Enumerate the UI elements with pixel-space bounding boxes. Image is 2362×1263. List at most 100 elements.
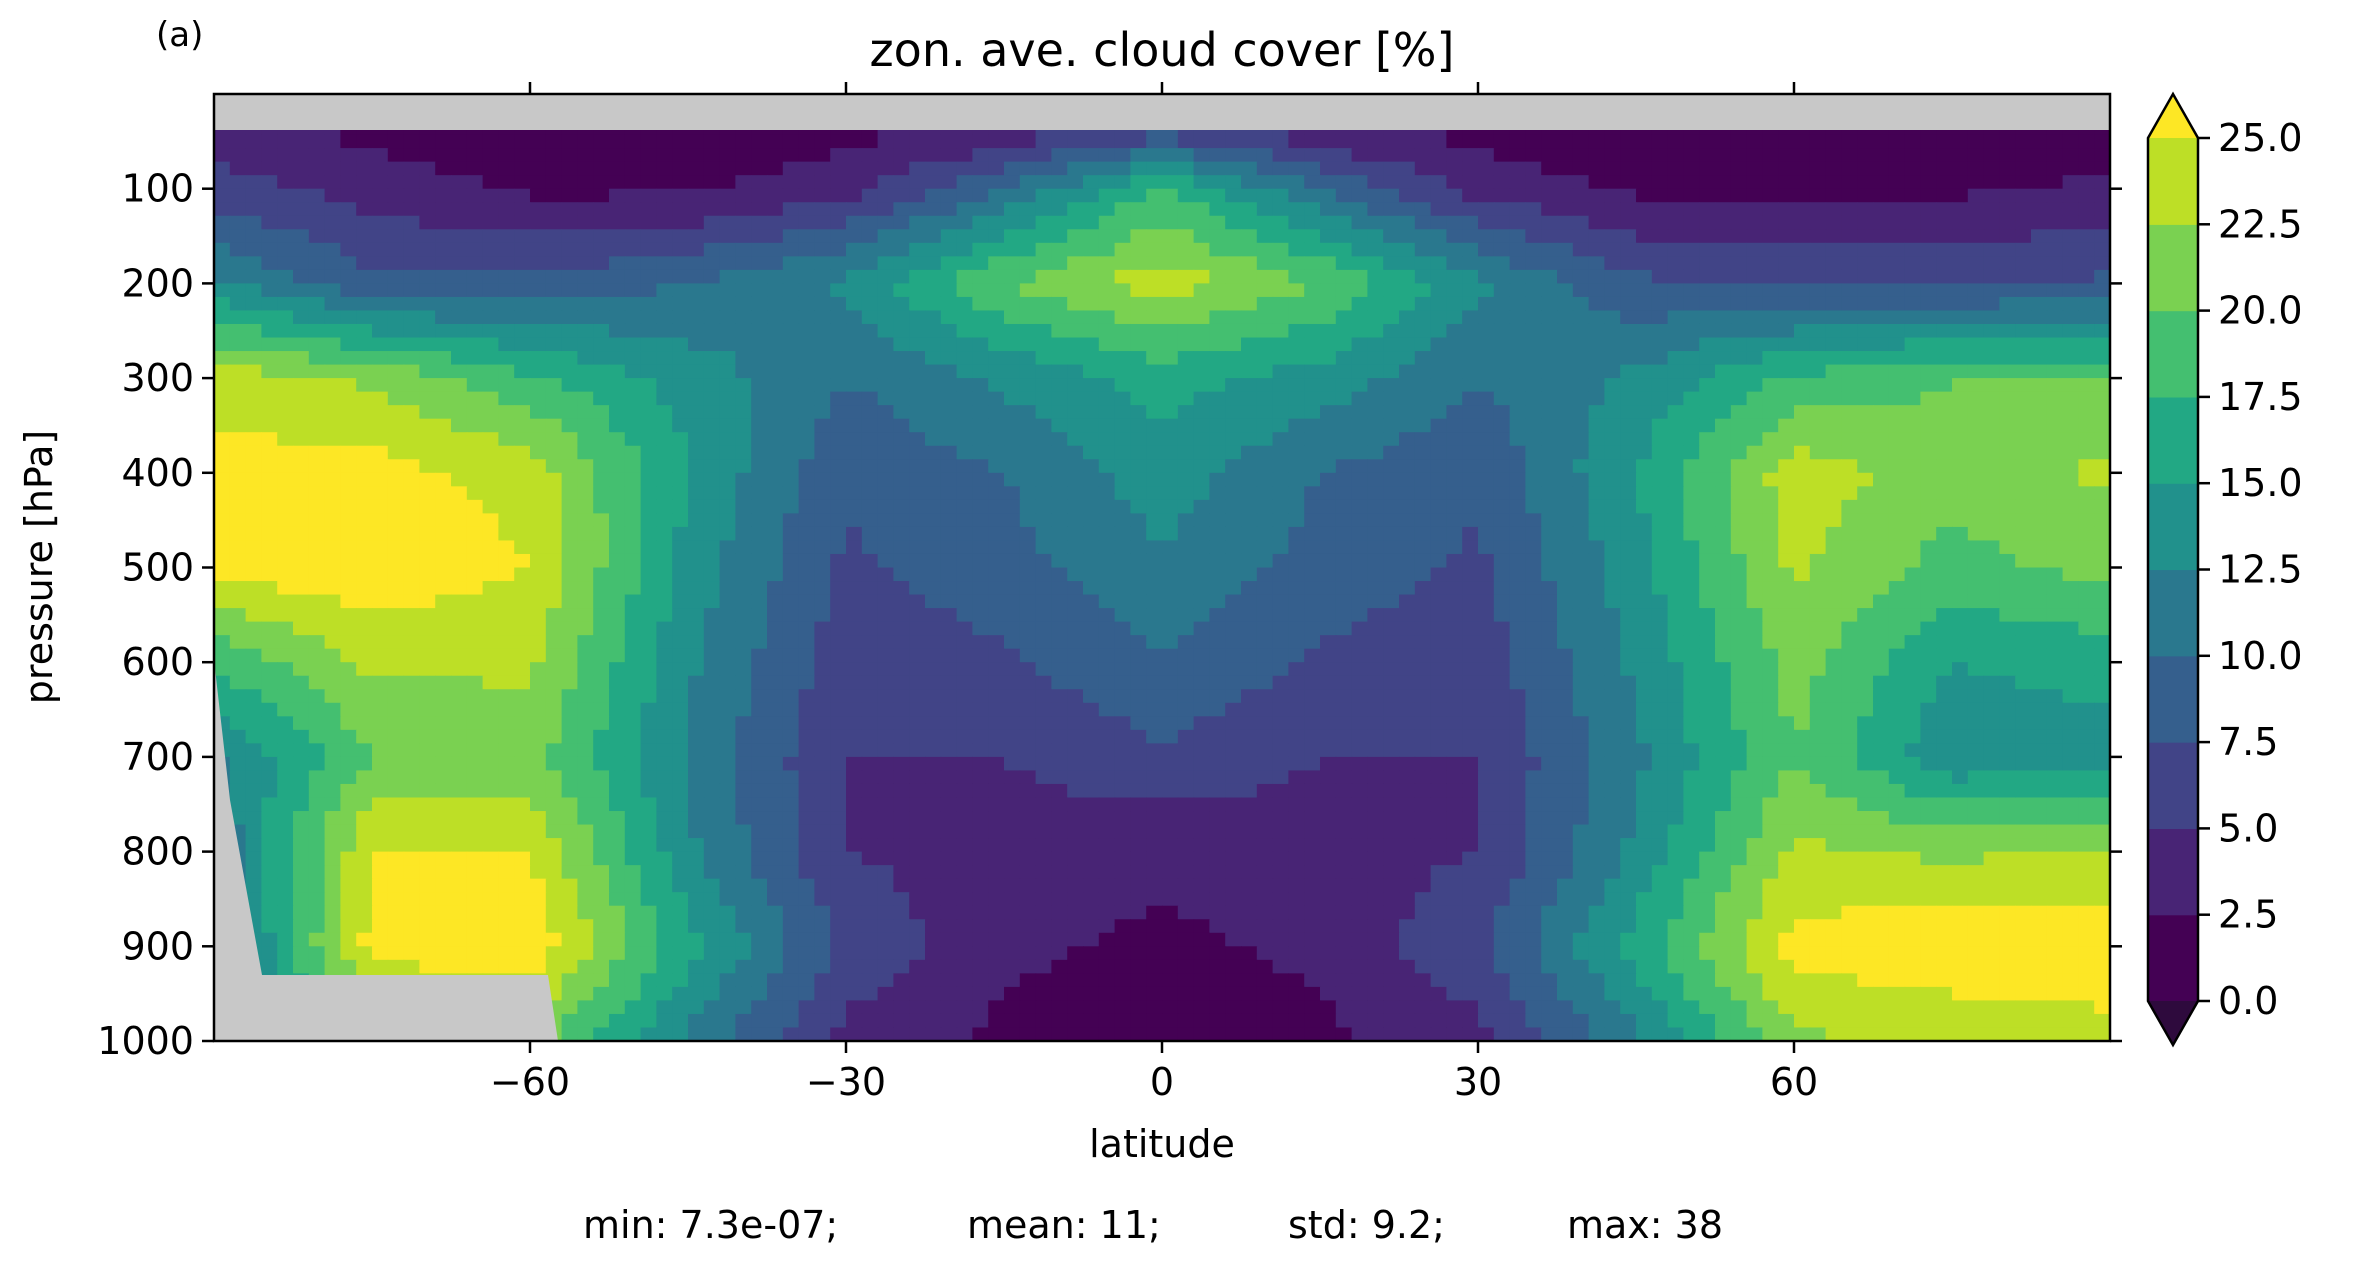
heatmap-cell (925, 432, 942, 447)
heatmap-cell (1699, 553, 1716, 569)
heatmap-cell (1904, 161, 1921, 176)
heatmap-cell (1746, 472, 1763, 487)
heatmap-cell (1288, 242, 1305, 257)
heatmap-cell (1809, 351, 1827, 366)
heatmap-cell (1794, 391, 1811, 406)
heatmap-cell (1730, 310, 1748, 325)
heatmap-cell (1794, 364, 1811, 379)
heatmap-cell (656, 161, 673, 176)
heatmap-cell (466, 486, 484, 501)
heatmap-cell (1162, 486, 1179, 501)
heatmap-cell (340, 351, 357, 366)
heatmap-cell (1841, 445, 1858, 460)
heatmap-cell (1162, 202, 1179, 217)
heatmap-cell (1952, 188, 1969, 203)
heatmap-cell (561, 364, 578, 379)
heatmap-cell (514, 635, 531, 650)
heatmap-cell (419, 405, 436, 420)
heatmap-cell (972, 635, 989, 650)
heatmap-cell (1335, 175, 1353, 190)
heatmap-cell (1825, 499, 1842, 514)
heatmap-cell (1588, 242, 1605, 257)
heatmap-cell (261, 432, 278, 447)
heatmap-cell (245, 378, 262, 393)
heatmap-cell (1778, 175, 1795, 190)
heatmap-cell (514, 283, 531, 298)
heatmap-cell (1351, 215, 1368, 230)
heatmap-cell (1019, 608, 1037, 623)
heatmap-cell (1857, 175, 1874, 190)
heatmap-cell (1493, 526, 1511, 542)
heatmap-cell (1146, 283, 1163, 298)
heatmap-cell (466, 134, 484, 149)
heatmap-cell (988, 175, 1005, 190)
heatmap-cell (214, 540, 231, 555)
heatmap-cell (719, 351, 736, 366)
heatmap-cell (1304, 553, 1321, 569)
heatmap-cell (672, 364, 689, 379)
heatmap-cell (372, 472, 389, 487)
heatmap-cell (387, 499, 405, 514)
heatmap-cell (767, 445, 784, 460)
heatmap-cell (1335, 581, 1353, 596)
heatmap-cell (1825, 472, 1842, 487)
heatmap-cell (1478, 175, 1495, 190)
heatmap-cell (703, 175, 721, 190)
heatmap-cell (1225, 432, 1242, 447)
heatmap-cell (593, 269, 610, 284)
heatmap-cell (340, 337, 357, 352)
heatmap-cell (877, 526, 894, 542)
heatmap-cell (909, 526, 926, 542)
heatmap-cell (1004, 567, 1021, 582)
heatmap-cell (1825, 581, 1842, 596)
heatmap-cell (1462, 202, 1479, 217)
heatmap-cell (1335, 432, 1353, 447)
heatmap-cell (846, 513, 863, 528)
heatmap-cell (1715, 378, 1732, 393)
heatmap-cell (1335, 161, 1353, 176)
heatmap-cell (1130, 134, 1147, 149)
heatmap-cell (1162, 635, 1179, 650)
heatmap-cell (403, 621, 420, 636)
heatmap-cell (1620, 608, 1637, 623)
heatmap-cell (403, 188, 420, 203)
heatmap-cell (814, 310, 831, 325)
heatmap-cell (814, 337, 831, 352)
heatmap-cell (609, 553, 626, 569)
heatmap-cell (1825, 323, 1842, 339)
heatmap-cell (877, 337, 894, 352)
heatmap-cell (324, 432, 341, 447)
heatmap-cell (229, 594, 247, 609)
heatmap-cell (1541, 175, 1558, 190)
heatmap-cell (1367, 405, 1384, 420)
heatmap-cell (1304, 364, 1321, 379)
heatmap-cell (1335, 296, 1353, 312)
heatmap-cell (1762, 337, 1779, 352)
heatmap-cell (277, 581, 294, 596)
heatmap-cell (656, 215, 673, 230)
heatmap-cell (1083, 472, 1100, 487)
heatmap-cell (1320, 161, 1337, 176)
heatmap-cell (1288, 540, 1305, 555)
heatmap-cell (1004, 418, 1021, 433)
heatmap-cell (372, 188, 389, 203)
heatmap-cell (1762, 486, 1779, 501)
heatmap-cell (925, 242, 942, 257)
heatmap-cell (909, 323, 926, 339)
heatmap-cell (451, 472, 468, 487)
heatmap-cell (640, 296, 657, 312)
heatmap-cell (1177, 635, 1195, 650)
heatmap-cell (1651, 378, 1669, 393)
heatmap-cell (1462, 242, 1479, 257)
heatmap-cell (735, 378, 752, 393)
heatmap-cell (1936, 526, 1953, 542)
heatmap-cell (861, 175, 879, 190)
heatmap-cell (514, 472, 531, 487)
heatmap-cell (1272, 445, 1289, 460)
heatmap-cell (1841, 351, 1858, 366)
heatmap-cell (1888, 202, 1906, 217)
heatmap-cell (830, 445, 847, 460)
heatmap-cell (435, 229, 452, 244)
heatmap-cell (624, 378, 642, 393)
heatmap-cell (1083, 432, 1100, 447)
